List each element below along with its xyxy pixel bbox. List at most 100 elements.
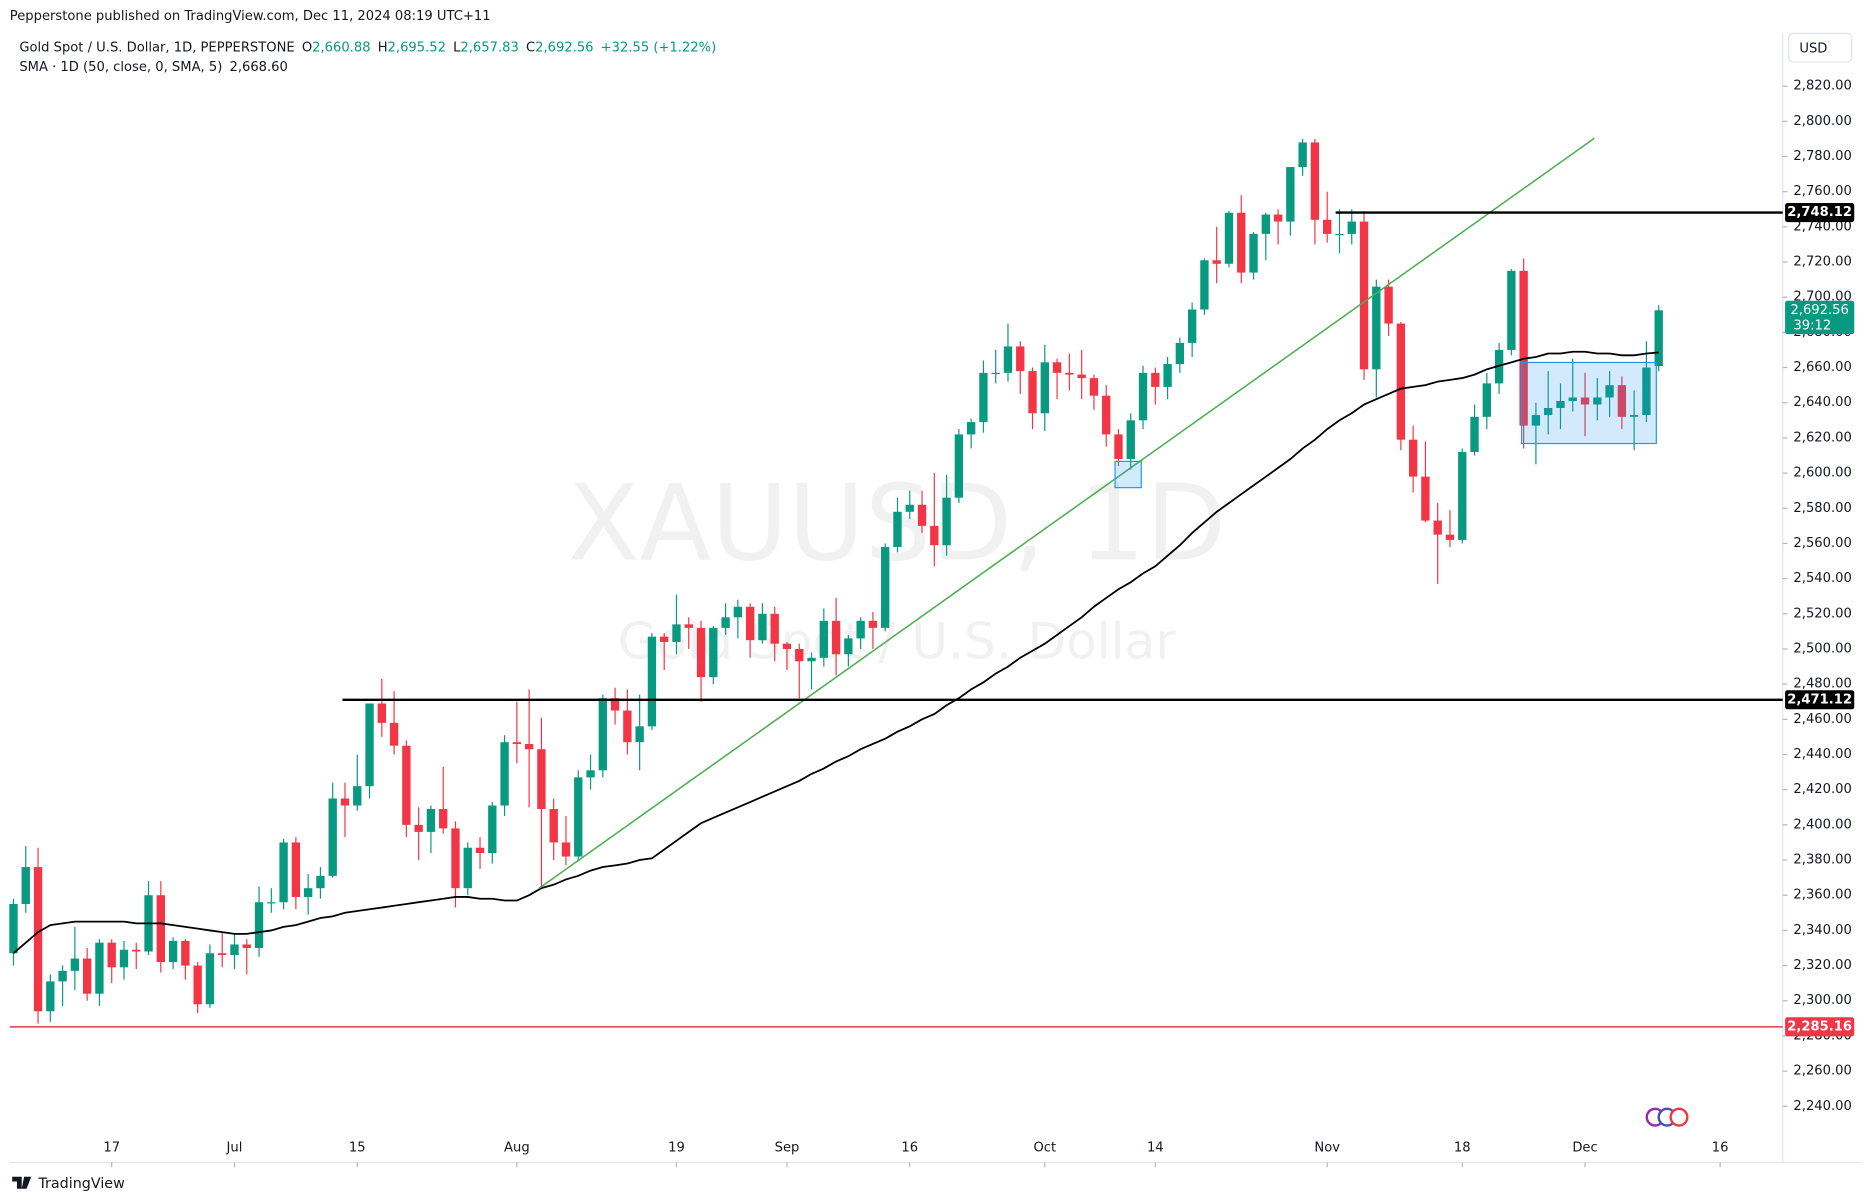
candle-body — [168, 940, 178, 963]
candle-body — [1470, 416, 1479, 452]
candle-body — [672, 624, 681, 642]
high: 2,695.52 — [388, 40, 446, 55]
candle-body — [1249, 233, 1258, 273]
candle-body — [1580, 397, 1590, 405]
candle-body — [1310, 142, 1320, 220]
y-tick-label: 2,460.00 — [1793, 712, 1851, 727]
candle-body — [1187, 309, 1197, 343]
candle-body — [1544, 408, 1553, 416]
candle-body — [340, 798, 350, 806]
candle-body — [1593, 397, 1602, 405]
h-label: H — [378, 40, 388, 55]
candle-body — [1298, 142, 1307, 168]
candle-body — [181, 940, 190, 966]
candle-body — [1629, 415, 1639, 417]
candle-body — [353, 786, 362, 806]
candle-body — [524, 743, 534, 750]
currency-button[interactable] — [1788, 32, 1853, 63]
candle-body — [279, 842, 288, 903]
candle-body — [991, 372, 1000, 375]
candle-body — [475, 847, 485, 854]
symbol: Gold Spot / U.S. Dollar, 1D, PEPPERSTONE — [19, 40, 294, 55]
candle-body — [1212, 260, 1221, 264]
candle-body — [549, 809, 558, 843]
candle-body — [610, 698, 620, 711]
candle-body — [46, 981, 55, 1012]
o-label: O — [302, 40, 312, 55]
candle-body — [21, 867, 30, 905]
candle-body — [893, 511, 902, 547]
candle-body — [1126, 420, 1135, 460]
legend-ohlc: Gold Spot / U.S. Dollar, 1D, PEPPERSTONE… — [19, 40, 716, 55]
candle-body — [1347, 221, 1356, 234]
candle-body — [537, 749, 546, 810]
candle-body — [1323, 219, 1332, 234]
candle-body — [119, 949, 129, 968]
candle-body — [733, 606, 743, 618]
currency[interactable]: USD — [1799, 41, 1827, 56]
level-label: 2,471.12 — [1787, 692, 1852, 707]
x-tick-label: Jul — [226, 1141, 243, 1156]
candle-body — [1114, 434, 1123, 460]
x-tick-label: Aug — [504, 1141, 530, 1156]
candle-body — [954, 434, 964, 498]
candle-body — [905, 504, 914, 512]
candle-body — [1519, 270, 1528, 426]
candle-body — [82, 958, 92, 994]
candle-body — [1605, 385, 1614, 398]
candle-body — [132, 949, 141, 952]
candle-body — [303, 888, 313, 897]
candle-body — [782, 643, 792, 649]
candle-body — [1642, 367, 1651, 416]
candle-body — [1102, 395, 1111, 435]
candle-body — [647, 636, 657, 727]
x-tick-label: Sep — [775, 1141, 800, 1156]
x-tick-label: 14 — [1147, 1141, 1164, 1156]
y-tick-label: 2,360.00 — [1793, 888, 1851, 903]
candle-body — [819, 620, 828, 658]
y-tick-label: 2,380.00 — [1793, 853, 1851, 868]
y-tick-label: 2,740.00 — [1793, 219, 1851, 234]
candle-body — [1335, 233, 1344, 236]
candle-body — [1568, 397, 1577, 401]
candle-body — [831, 620, 841, 655]
y-tick-label: 2,640.00 — [1793, 395, 1851, 410]
candle-body — [1384, 286, 1393, 324]
candle-body — [586, 770, 595, 778]
change: +32.55 (+1.22%) — [601, 40, 717, 55]
candle-body — [807, 657, 816, 662]
candle-body — [439, 809, 448, 829]
candle-body — [795, 648, 804, 662]
x-tick-label: 15 — [349, 1141, 366, 1156]
candle-body — [942, 497, 951, 546]
candle-body — [1507, 270, 1516, 350]
last-price: 2,692.56 — [1790, 303, 1848, 318]
candle-body — [1151, 372, 1160, 387]
candle-body — [1433, 520, 1442, 535]
candle-body — [635, 726, 644, 743]
candle-body — [193, 965, 202, 1005]
candle-body — [426, 809, 436, 832]
open: 2,660.88 — [312, 40, 370, 55]
candle-body — [1286, 167, 1295, 222]
candle-body — [205, 953, 215, 1005]
candle-body — [1421, 476, 1430, 521]
candle-body — [218, 953, 227, 956]
candle-body — [1089, 378, 1099, 396]
low: 2,657.83 — [460, 40, 518, 55]
candle-body — [1200, 260, 1209, 310]
candle-body — [856, 620, 865, 639]
candle-body — [1138, 372, 1148, 421]
candle-body — [1003, 346, 1013, 373]
x-tick-label: Dec — [1572, 1141, 1597, 1156]
candle-body — [230, 944, 239, 956]
candle-body — [463, 847, 472, 889]
candle-body — [1040, 362, 1049, 414]
candle-body — [1261, 214, 1270, 234]
candle-body — [267, 902, 276, 904]
candle-body — [254, 902, 264, 948]
y-tick-label: 2,800.00 — [1793, 114, 1851, 129]
x-tick-label: 17 — [103, 1141, 120, 1156]
